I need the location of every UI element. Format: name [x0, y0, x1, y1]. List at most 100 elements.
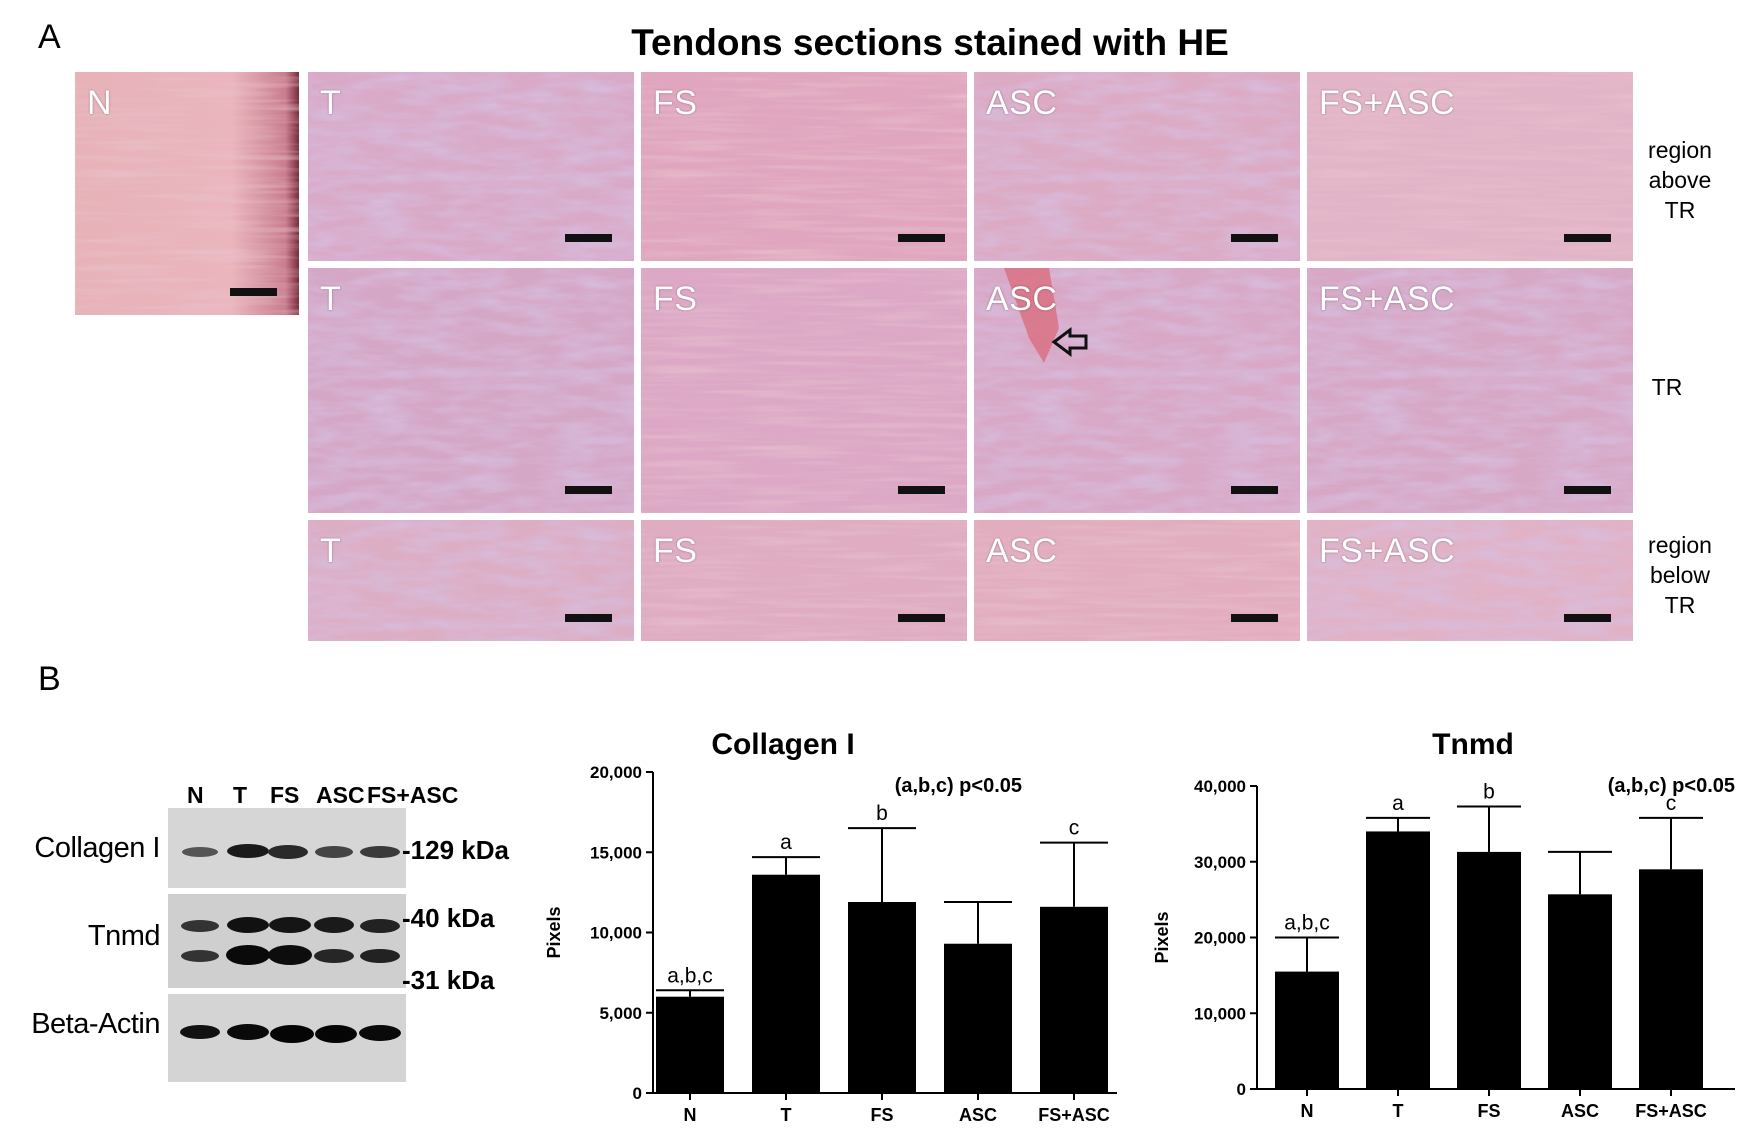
- band: [226, 945, 270, 965]
- micrograph-t-below: T: [308, 520, 634, 641]
- western-blot: [168, 808, 406, 1082]
- x-tick-label: FS+ASC: [1635, 1101, 1707, 1121]
- x-tick-label: T: [781, 1105, 792, 1125]
- bar: [1639, 869, 1703, 1089]
- micrograph-fsasc-tr: FS+ASC: [1307, 268, 1633, 513]
- tissue-texture: [974, 72, 1300, 261]
- band: [181, 920, 219, 932]
- tissue-texture: [75, 72, 299, 315]
- tile-label: T: [320, 280, 342, 318]
- row-label-below: region below TR: [1625, 530, 1735, 620]
- lane-label: ASC: [316, 782, 365, 808]
- lane-label: T: [233, 782, 248, 808]
- micrograph-fsasc-below: FS+ASC: [1307, 520, 1633, 641]
- band: [182, 847, 218, 857]
- row-label-tr: TR: [1612, 372, 1722, 402]
- tissue-texture: [308, 72, 634, 261]
- x-tick-label: T: [1393, 1101, 1404, 1121]
- marker-40: -40 kDa: [402, 903, 495, 933]
- significance-note: (a,b,c) p<0.05: [895, 775, 1022, 797]
- y-tick-label: 10,000: [1194, 1004, 1246, 1023]
- band: [314, 949, 354, 963]
- tile-label: FS: [653, 280, 698, 318]
- band: [269, 917, 311, 933]
- band: [359, 1025, 401, 1041]
- band: [181, 950, 219, 962]
- bar: [656, 996, 724, 1093]
- tile-label: FS+ASC: [1319, 532, 1456, 570]
- band: [314, 917, 354, 933]
- tile-label: FS: [653, 84, 698, 122]
- scale-bar: [1564, 614, 1611, 622]
- row-label-line: region: [1648, 137, 1712, 163]
- tile-label: T: [320, 84, 342, 122]
- y-tick-label: 15,000: [590, 843, 642, 862]
- chart-title: Tnmd: [1432, 728, 1514, 761]
- band: [360, 949, 400, 963]
- row-label-line: TR: [1664, 197, 1696, 223]
- significance-letter: b: [876, 802, 888, 825]
- bar: [944, 943, 1012, 1093]
- scale-bar: [1564, 486, 1611, 494]
- y-tick-label: 40,000: [1194, 777, 1246, 796]
- tissue-texture: [1307, 268, 1633, 513]
- blot-label-actin: Beta-Actin: [31, 1008, 160, 1040]
- tile-label: FS+ASC: [1319, 280, 1456, 318]
- tile-label: T: [320, 532, 342, 570]
- x-tick-label: ASC: [1561, 1101, 1599, 1121]
- scale-bar: [1231, 486, 1278, 494]
- micrograph-normal: N: [75, 72, 299, 315]
- row-label-line: TR: [1664, 592, 1696, 618]
- x-tick-label: ASC: [959, 1105, 997, 1125]
- bar: [1548, 894, 1612, 1089]
- row-label-line: above: [1648, 167, 1712, 193]
- scale-bar: [1231, 614, 1278, 622]
- micrograph-t-above: T: [308, 72, 634, 261]
- micrograph-fsasc-above: FS+ASC: [1307, 72, 1633, 261]
- micrograph-asc-above: ASC: [974, 72, 1300, 261]
- bar: [1457, 851, 1521, 1089]
- bar: [1366, 831, 1430, 1089]
- row-label-above: region above TR: [1625, 135, 1735, 225]
- significance-letter: c: [1666, 792, 1677, 815]
- scale-bar: [565, 234, 612, 242]
- y-tick-label: 10,000: [590, 924, 642, 943]
- y-tick-label: 30,000: [1194, 853, 1246, 872]
- tissue-texture: [1307, 72, 1633, 261]
- row-label-line: below: [1649, 562, 1711, 588]
- band: [268, 845, 308, 859]
- collagen-chart: Collagen I (a,b,c) p<0.05 Pixels 0 5,000 10,0…: [544, 728, 1117, 1125]
- tile-label: ASC: [986, 280, 1058, 318]
- tissue-texture: [641, 268, 967, 513]
- tile-label: ASC: [986, 84, 1058, 122]
- lane-label: FS+ASC: [367, 782, 459, 808]
- micrograph-fs-below: FS: [641, 520, 967, 641]
- tissue-texture: [308, 520, 634, 641]
- scale-bar: [898, 234, 945, 242]
- y-tick-label: 20,000: [1194, 929, 1246, 948]
- significance-letter: b: [1483, 780, 1495, 803]
- x-tick-label: FS: [870, 1105, 893, 1125]
- scale-bar: [230, 288, 277, 296]
- blot-strip-tnmd: [168, 894, 406, 988]
- significance-letter: a,b,c: [1284, 912, 1330, 935]
- band: [360, 846, 400, 858]
- significance-note: (a,b,c) p<0.05: [1608, 775, 1735, 797]
- bar: [752, 874, 820, 1093]
- marker-31: -31 kDa: [402, 965, 495, 995]
- significance-letter: a: [780, 831, 792, 854]
- x-tick-label: N: [684, 1105, 697, 1125]
- x-tick-label: N: [1301, 1101, 1314, 1121]
- y-tick-label: 0: [633, 1084, 642, 1103]
- x-tick-label: FS+ASC: [1038, 1105, 1110, 1125]
- blot-label-tnmd: Tnmd: [87, 920, 161, 952]
- y-tick-label: 5,000: [599, 1004, 642, 1023]
- micrograph-fs-tr: FS: [641, 268, 967, 513]
- micrograph-asc-tr: ASC: [974, 268, 1300, 513]
- tile-label: ASC: [986, 532, 1058, 570]
- tissue-texture: [974, 268, 1300, 513]
- scale-bar: [1564, 234, 1611, 242]
- scale-bar: [898, 486, 945, 494]
- figure-title: Tendons sections stained with HE: [631, 22, 1229, 63]
- chart-title: Collagen I: [711, 728, 854, 761]
